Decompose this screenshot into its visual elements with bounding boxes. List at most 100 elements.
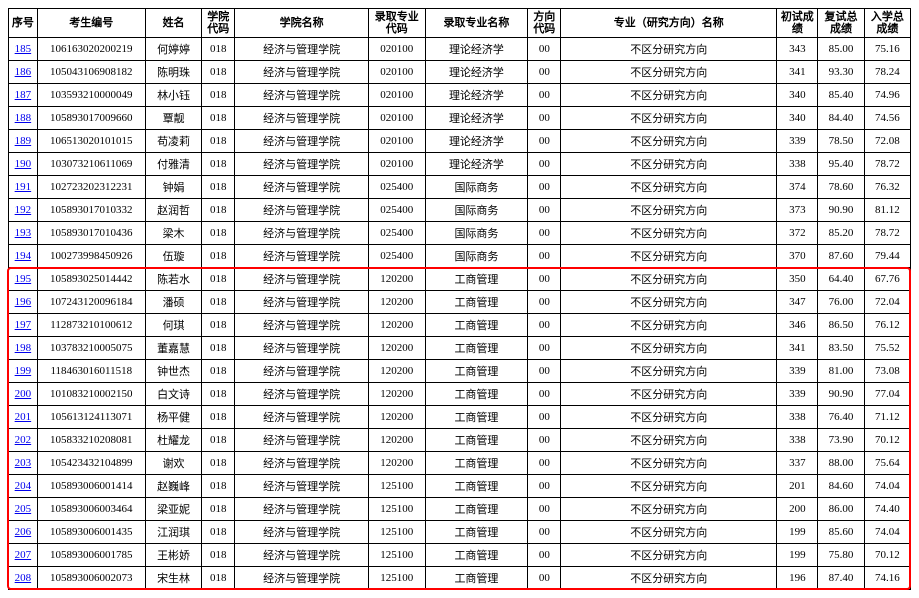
- cell-r19-c2: 赵巍峰: [145, 475, 202, 498]
- row-index-link[interactable]: 208: [15, 572, 32, 584]
- cell-r0-c2: 何婷婷: [145, 38, 202, 61]
- cell-r10-c0: 195: [9, 268, 38, 291]
- cell-r0-c3: 018: [202, 38, 235, 61]
- row-index-link[interactable]: 191: [15, 181, 32, 193]
- cell-r15-c8: 不区分研究方向: [561, 383, 777, 406]
- cell-r17-c4: 经济与管理学院: [235, 429, 369, 452]
- row-index-link[interactable]: 206: [15, 526, 32, 538]
- cell-r17-c5: 120200: [368, 429, 425, 452]
- row-index-link[interactable]: 192: [15, 204, 32, 216]
- row-index-link[interactable]: 193: [15, 227, 32, 239]
- table-row: 201105613124113071杨平健018经济与管理学院120200工商管…: [9, 406, 911, 429]
- cell-r6-c2: 钟娟: [145, 176, 202, 199]
- cell-r6-c5: 025400: [368, 176, 425, 199]
- table-row: 206105893006001435江润琪018经济与管理学院125100工商管…: [9, 521, 911, 544]
- cell-r17-c2: 杜耀龙: [145, 429, 202, 452]
- table-row: 200101083210002150白文诗018经济与管理学院120200工商管…: [9, 383, 911, 406]
- cell-r14-c8: 不区分研究方向: [561, 360, 777, 383]
- cell-r8-c3: 018: [202, 222, 235, 245]
- cell-r21-c0: 206: [9, 521, 38, 544]
- cell-r19-c9: 201: [777, 475, 818, 498]
- cell-r8-c0: 193: [9, 222, 38, 245]
- row-index-link[interactable]: 196: [15, 296, 32, 308]
- cell-r17-c8: 不区分研究方向: [561, 429, 777, 452]
- cell-r7-c7: 00: [528, 199, 561, 222]
- cell-r12-c2: 何琪: [145, 314, 202, 337]
- cell-r7-c10: 90.90: [818, 199, 864, 222]
- cell-r2-c9: 340: [777, 84, 818, 107]
- cell-r9-c10: 87.60: [818, 245, 864, 268]
- row-index-link[interactable]: 201: [15, 411, 32, 423]
- row-index-link[interactable]: 187: [15, 89, 32, 101]
- table-header-row: 序号考生编号姓名学院代码学院名称录取专业代码录取专业名称方向代码专业（研究方向）…: [9, 9, 911, 38]
- row-index-link[interactable]: 207: [15, 549, 32, 561]
- cell-r8-c7: 00: [528, 222, 561, 245]
- row-index-link[interactable]: 198: [15, 342, 32, 354]
- cell-r11-c2: 潘硕: [145, 291, 202, 314]
- cell-r8-c5: 025400: [368, 222, 425, 245]
- cell-r18-c8: 不区分研究方向: [561, 452, 777, 475]
- cell-r19-c8: 不区分研究方向: [561, 475, 777, 498]
- row-index-link[interactable]: 189: [15, 135, 32, 147]
- row-index-link[interactable]: 195: [15, 273, 32, 285]
- cell-r18-c4: 经济与管理学院: [235, 452, 369, 475]
- cell-r18-c0: 203: [9, 452, 38, 475]
- row-index-link[interactable]: 197: [15, 319, 32, 331]
- cell-r17-c11: 70.12: [864, 429, 910, 452]
- cell-r4-c7: 00: [528, 130, 561, 153]
- cell-r18-c5: 120200: [368, 452, 425, 475]
- cell-r15-c0: 200: [9, 383, 38, 406]
- cell-r13-c11: 75.52: [864, 337, 910, 360]
- table-row: 196107243120096184潘硕018经济与管理学院120200工商管理…: [9, 291, 911, 314]
- cell-r0-c0: 185: [9, 38, 38, 61]
- cell-r2-c7: 00: [528, 84, 561, 107]
- cell-r14-c9: 339: [777, 360, 818, 383]
- cell-r14-c4: 经济与管理学院: [235, 360, 369, 383]
- cell-r5-c9: 338: [777, 153, 818, 176]
- cell-r14-c1: 118463016011518: [37, 360, 145, 383]
- row-index-link[interactable]: 205: [15, 503, 32, 515]
- row-index-link[interactable]: 204: [15, 480, 32, 492]
- row-index-link[interactable]: 203: [15, 457, 32, 469]
- cell-r1-c4: 经济与管理学院: [235, 61, 369, 84]
- cell-r6-c1: 102723202312231: [37, 176, 145, 199]
- cell-r13-c8: 不区分研究方向: [561, 337, 777, 360]
- cell-r7-c8: 不区分研究方向: [561, 199, 777, 222]
- cell-r1-c7: 00: [528, 61, 561, 84]
- row-index-link[interactable]: 202: [15, 434, 32, 446]
- col-header-1: 考生编号: [37, 9, 145, 38]
- row-index-link[interactable]: 185: [15, 43, 32, 55]
- row-index-link[interactable]: 190: [15, 158, 32, 170]
- row-index-link[interactable]: 194: [15, 250, 32, 262]
- cell-r23-c0: 208: [9, 567, 38, 590]
- cell-r1-c2: 陈明珠: [145, 61, 202, 84]
- cell-r2-c4: 经济与管理学院: [235, 84, 369, 107]
- cell-r21-c9: 199: [777, 521, 818, 544]
- cell-r13-c3: 018: [202, 337, 235, 360]
- table-row: 204105893006001414赵巍峰018经济与管理学院125100工商管…: [9, 475, 911, 498]
- cell-r3-c6: 理论经济学: [425, 107, 528, 130]
- cell-r1-c10: 93.30: [818, 61, 864, 84]
- cell-r12-c8: 不区分研究方向: [561, 314, 777, 337]
- cell-r13-c5: 120200: [368, 337, 425, 360]
- cell-r11-c8: 不区分研究方向: [561, 291, 777, 314]
- row-index-link[interactable]: 188: [15, 112, 32, 124]
- cell-r16-c8: 不区分研究方向: [561, 406, 777, 429]
- cell-r9-c4: 经济与管理学院: [235, 245, 369, 268]
- cell-r18-c1: 105423432104899: [37, 452, 145, 475]
- cell-r23-c9: 196: [777, 567, 818, 590]
- cell-r23-c7: 00: [528, 567, 561, 590]
- row-index-link[interactable]: 199: [15, 365, 32, 377]
- cell-r4-c8: 不区分研究方向: [561, 130, 777, 153]
- cell-r14-c2: 钟世杰: [145, 360, 202, 383]
- row-index-link[interactable]: 200: [15, 388, 32, 400]
- table-body: 185106163020200219何婷婷018经济与管理学院020100理论经…: [9, 38, 911, 590]
- cell-r1-c0: 186: [9, 61, 38, 84]
- cell-r16-c5: 120200: [368, 406, 425, 429]
- cell-r9-c0: 194: [9, 245, 38, 268]
- cell-r15-c10: 90.90: [818, 383, 864, 406]
- table-row: 193105893017010436梁木018经济与管理学院025400国际商务…: [9, 222, 911, 245]
- cell-r14-c10: 81.00: [818, 360, 864, 383]
- row-index-link[interactable]: 186: [15, 66, 32, 78]
- cell-r21-c1: 105893006001435: [37, 521, 145, 544]
